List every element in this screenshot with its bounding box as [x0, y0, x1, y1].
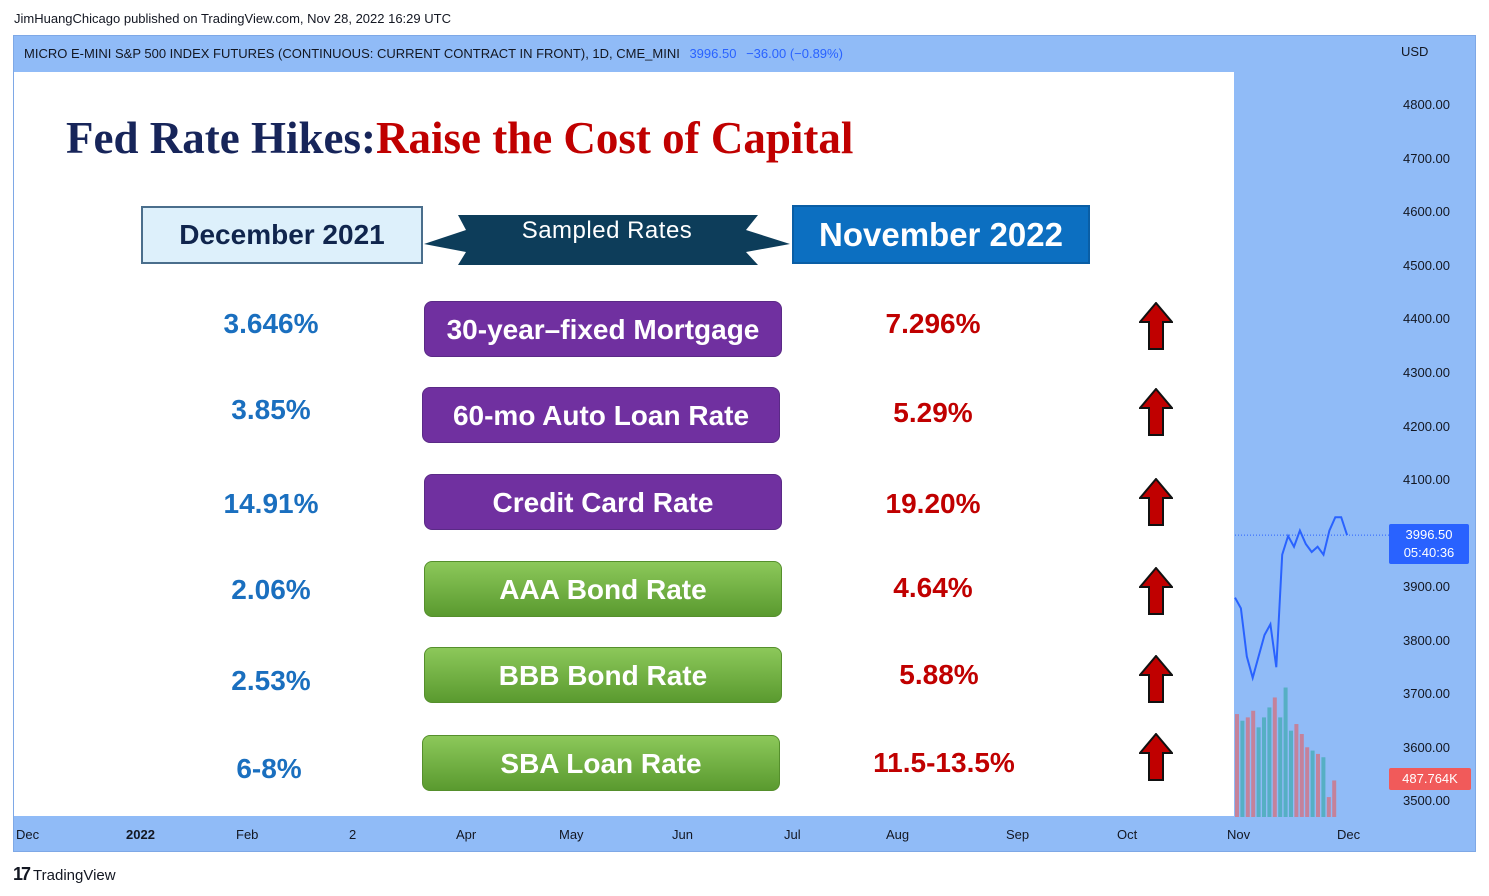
time-axis-label: Feb — [236, 827, 259, 842]
up-arrow-icon — [1139, 302, 1173, 350]
price-axis-label: 3800.00 — [1403, 633, 1450, 648]
volume-bar — [1256, 727, 1261, 817]
symbol-last-price: 3996.50 — [689, 46, 737, 61]
volume-tag: 487.764K — [1389, 768, 1471, 790]
slide-overlay: Fed Rate Hikes:Raise the Cost of Capital… — [14, 72, 1234, 816]
rate-dec-2021: 3.85% — [231, 394, 311, 425]
rate-nov-2022: 11.5-13.5% — [873, 747, 1015, 778]
slide-title-part1: Fed Rate Hikes: — [66, 113, 376, 163]
time-axis-label: Jul — [784, 827, 801, 842]
currency-label[interactable]: USD — [1401, 44, 1429, 59]
volume-bar — [1235, 714, 1239, 817]
tradingview-mark-icon: 17 — [13, 864, 31, 884]
header-november-2022: November 2022 — [792, 205, 1090, 264]
volume-bar — [1245, 717, 1250, 817]
up-arrow-icon — [1139, 567, 1173, 615]
price-axis-label: 3700.00 — [1403, 686, 1450, 701]
up-arrow-icon — [1139, 655, 1173, 703]
sampled-rates-ribbon — [424, 215, 790, 265]
rate-dec-2021: 6-8% — [236, 753, 302, 784]
rate-label-sba-loan: SBA Loan Rate — [422, 735, 780, 791]
rate-label-mortgage: 30-year–fixed Mortgage — [424, 301, 782, 357]
up-arrow-icon — [1139, 478, 1173, 526]
volume-bar — [1316, 753, 1320, 817]
price-axis-label: 3900.00 — [1403, 579, 1450, 594]
symbol-change: −36.00 (−0.89%) — [746, 46, 843, 61]
volume-bar — [1251, 710, 1256, 817]
volume-bar — [1310, 750, 1315, 817]
rate-label-aaa-bond: AAA Bond Rate — [424, 561, 782, 617]
price-axis-label: 4500.00 — [1403, 258, 1450, 273]
volume-bar — [1305, 747, 1310, 817]
price-axis-label: 3600.00 — [1403, 740, 1450, 755]
price-axis-label: 3500.00 — [1403, 793, 1450, 808]
time-axis-label: Nov — [1227, 827, 1251, 842]
symbol-description: MICRO E-MINI S&P 500 INDEX FUTURES (CONT… — [24, 46, 680, 61]
rate-nov-2022: 4.64% — [893, 572, 973, 603]
rate-nov-2022: 7.296% — [885, 308, 981, 339]
price-axis-label: 4800.00 — [1403, 97, 1450, 112]
time-axis-label: 2 — [349, 827, 357, 842]
tradingview-brand: TradingView — [33, 867, 116, 884]
time-axis[interactable]: Dec 2022 Feb 2 Apr May Jun Jul Aug Sep O… — [14, 817, 1475, 851]
price-axis-label: 4100.00 — [1403, 472, 1450, 487]
last-price-tag: 3996.50 05:40:36 — [1389, 524, 1469, 564]
rate-dec-2021: 3.646% — [223, 308, 319, 339]
bar-countdown: 05:40:36 — [1403, 545, 1455, 560]
time-axis-label: 2022 — [126, 827, 155, 842]
volume-bar — [1332, 780, 1337, 817]
rate-label-auto-loan: 60-mo Auto Loan Rate — [422, 387, 780, 443]
time-axis-label: Jun — [672, 827, 693, 842]
rate-label-credit-card: Credit Card Rate — [424, 474, 782, 530]
rate-nov-2022: 19.20% — [885, 488, 981, 519]
volume-bar — [1262, 717, 1266, 817]
price-chart-svg — [1234, 516, 1389, 817]
last-price-value: 3996.50 — [1405, 527, 1453, 542]
rate-dec-2021: 2.06% — [231, 574, 311, 605]
volume-bar — [1294, 724, 1299, 817]
price-axis[interactable]: USD 4800.00 4700.00 4600.00 4500.00 4400… — [1391, 36, 1475, 819]
volume-bar — [1321, 757, 1326, 817]
time-axis-label: Oct — [1117, 827, 1138, 842]
price-axis-label: 4600.00 — [1403, 204, 1450, 219]
rate-nov-2022: 5.29% — [893, 397, 973, 428]
slide-title: Fed Rate Hikes:Raise the Cost of Capital — [66, 112, 853, 164]
time-axis-label: May — [559, 827, 584, 842]
rate-nov-2022: 5.88% — [899, 659, 979, 690]
price-axis-label: 4200.00 — [1403, 419, 1450, 434]
volume-bar — [1267, 707, 1272, 817]
price-line — [1234, 516, 1349, 682]
rate-dec-2021: 2.53% — [231, 665, 311, 696]
up-arrow-icon — [1139, 733, 1173, 781]
volume-bar — [1326, 797, 1331, 817]
time-axis-label: Apr — [456, 827, 477, 842]
volume-bar — [1278, 717, 1283, 817]
time-axis-label: Aug — [886, 827, 910, 842]
up-arrow-icon — [1139, 388, 1173, 436]
sampled-rates-label: Sampled Rates — [521, 217, 693, 244]
header-december-2021: December 2021 — [141, 206, 423, 264]
price-axis-label: 4700.00 — [1403, 151, 1450, 166]
symbol-legend[interactable]: MICRO E-MINI S&P 500 INDEX FUTURES (CONT… — [24, 46, 843, 61]
volume-bar — [1272, 697, 1277, 817]
price-axis-label: 4300.00 — [1403, 365, 1450, 380]
volume-bar — [1283, 687, 1288, 817]
volume-bar — [1240, 720, 1245, 817]
time-axis-label: Dec — [1337, 827, 1361, 842]
volume-bar — [1289, 730, 1293, 817]
time-axis-label: Dec — [16, 827, 40, 842]
time-axis-label: Sep — [1006, 827, 1030, 842]
tradingview-logo[interactable]: 17 TradingView — [13, 864, 116, 885]
volume-bar — [1299, 734, 1304, 817]
slide-title-part2: Raise the Cost of Capital — [375, 113, 854, 163]
price-axis-label: 4400.00 — [1403, 311, 1450, 326]
publisher-line: JimHuangChicago published on TradingView… — [14, 11, 451, 26]
rate-dec-2021: 14.91% — [223, 488, 319, 519]
rate-label-bbb-bond: BBB Bond Rate — [424, 647, 782, 703]
